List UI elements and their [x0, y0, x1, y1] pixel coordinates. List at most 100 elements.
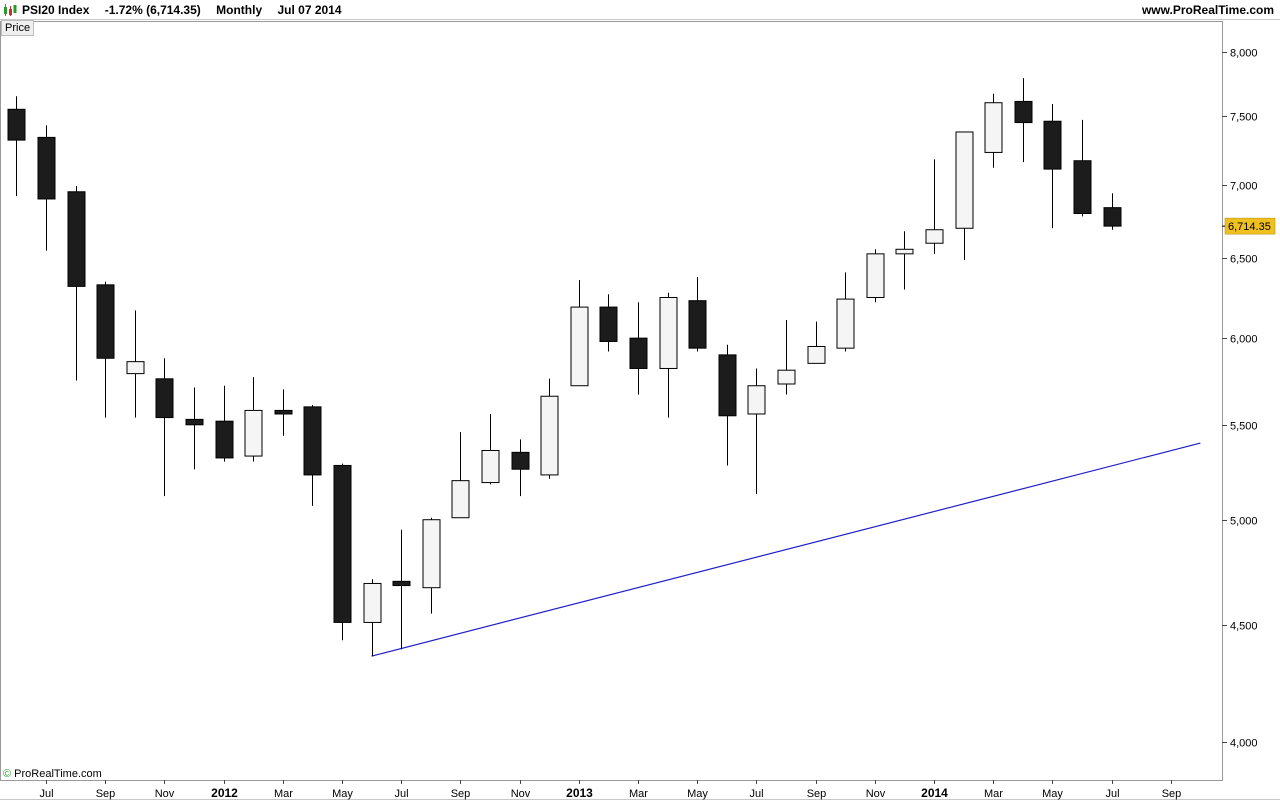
candle: [747, 368, 766, 495]
candle-body-down: [333, 464, 352, 623]
candle: [481, 413, 500, 485]
x-tick-label: May: [687, 788, 708, 800]
candle-body-up: [570, 306, 589, 387]
candle-body-up: [836, 298, 855, 349]
x-tick-label: 2012: [211, 786, 238, 800]
candle: [599, 294, 618, 352]
x-tick-label: Sep: [807, 788, 827, 800]
candle-body-down: [599, 306, 618, 342]
candle: [895, 231, 914, 290]
plot-frame: [0, 21, 1280, 800]
candle: [363, 579, 382, 657]
last-price-marker: 6,714.35: [1222, 217, 1276, 235]
candle: [215, 385, 234, 462]
candle: [451, 432, 470, 519]
x-tick-label: Jul: [394, 788, 408, 800]
candle: [96, 281, 115, 418]
candle-body-up: [925, 229, 944, 244]
candle-body-down: [1014, 100, 1033, 124]
candles-layer: [7, 78, 1122, 657]
candle: [244, 377, 263, 462]
y-tick-label: 7,500: [1230, 112, 1258, 124]
candle: [1043, 104, 1062, 229]
candle-body-up: [244, 409, 263, 457]
candle-body-up: [540, 395, 559, 476]
candle: [126, 310, 145, 418]
candle: [836, 272, 855, 352]
candle: [1073, 119, 1092, 217]
candle-body-up: [747, 385, 766, 415]
y-tick-label: 4,500: [1230, 621, 1258, 633]
x-tick-label: Mar: [984, 788, 1003, 800]
watermark: © ProRealTime.com: [3, 768, 102, 780]
candle: [67, 186, 86, 381]
y-tick-label: 8,000: [1230, 48, 1258, 60]
candle-body-down: [688, 300, 707, 349]
candle-body-up: [451, 480, 470, 519]
candle-body-down: [1043, 120, 1062, 170]
y-tick-label: 4,000: [1230, 738, 1258, 750]
x-tick-label: 2014: [921, 786, 948, 800]
candle: [422, 517, 441, 614]
date-label: Jul 07 2014: [277, 3, 342, 17]
change-label: -1.72% (6,714.35): [104, 3, 201, 17]
candle-body-down: [7, 108, 26, 141]
candle: [718, 344, 737, 466]
candle-body-down: [274, 409, 293, 415]
x-axis: Jul Sep Nov 2012 Mar May Jul Sep Nov 2013 Mar May Ju…: [39, 780, 1181, 800]
candle: [274, 389, 293, 436]
x-tick-label: Mar: [629, 788, 648, 800]
candle-body-up: [777, 369, 796, 385]
candle: [807, 321, 826, 364]
candle-body-up: [422, 519, 441, 589]
candle: [659, 292, 678, 418]
candle-body-up: [955, 131, 974, 229]
candle: [777, 320, 796, 395]
x-tick-label: 2013: [566, 786, 593, 800]
candle: [866, 249, 885, 303]
chart-title: PSI20 Index -1.72% (6,714.35) Monthly Ju…: [22, 3, 354, 17]
candle-body-up: [659, 296, 678, 369]
x-tick-label: May: [332, 788, 353, 800]
price-tab[interactable]: Price: [1, 20, 35, 36]
candle: [540, 378, 559, 479]
candle-body-up: [807, 345, 826, 364]
x-tick-label: Jul: [749, 788, 763, 800]
copyright-symbol: ©: [3, 768, 12, 780]
x-tick-label: Sep: [96, 788, 116, 800]
candle: [333, 463, 352, 641]
plot-area: [0, 21, 1223, 781]
x-tick-label: Jul: [39, 788, 53, 800]
candle-body-up: [126, 361, 145, 375]
trendline-layer: [371, 442, 1201, 657]
candle-body-down: [392, 580, 411, 587]
candle-body-down: [1073, 160, 1092, 214]
chart-header: PSI20 Index -1.72% (6,714.35) Monthly Ju…: [0, 0, 1280, 20]
symbol-label: PSI20 Index: [22, 3, 90, 17]
candle: [1014, 78, 1033, 163]
y-tick-label: 6,500: [1230, 254, 1258, 266]
candle: [925, 159, 944, 254]
candle-body-down: [37, 136, 56, 200]
y-tick-label: 6,000: [1230, 334, 1258, 346]
candle-body-up: [895, 248, 914, 255]
candle-body-down: [96, 284, 115, 359]
candle: [1103, 193, 1122, 230]
candlestick-chart-icon: [4, 4, 17, 16]
candle-body-down: [511, 451, 530, 470]
x-tick-label: Nov: [511, 788, 531, 800]
watermark-text: ProRealTime.com: [11, 768, 102, 780]
candle: [570, 280, 589, 387]
candle: [984, 93, 1003, 168]
candle-body-down: [185, 418, 204, 426]
candle-body-down: [155, 378, 174, 419]
candle-body-down: [629, 337, 648, 369]
candle: [688, 276, 707, 352]
candle: [303, 405, 322, 506]
candle-body-down: [67, 191, 86, 287]
period-label: Monthly: [216, 3, 263, 17]
x-tick-label: Sep: [1162, 788, 1182, 800]
site-link[interactable]: www.ProRealTime.com: [1141, 3, 1274, 17]
y-tick-label: 5,000: [1230, 516, 1258, 528]
